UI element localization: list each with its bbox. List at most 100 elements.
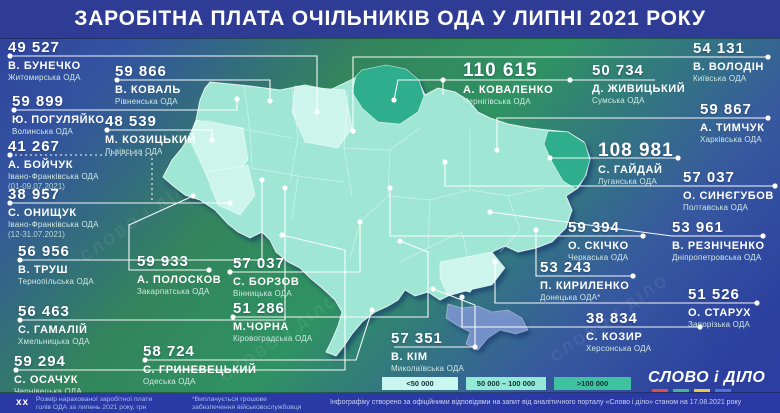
label-kyiv: 54 131 В. ВОЛОДІН Київська ОДА <box>693 40 764 83</box>
label-kharkiv: 59 867 А. ТИМЧУК Харківська ОДА <box>700 101 765 144</box>
oblast-name: Закарпатська ОДА <box>137 287 210 296</box>
date-range: (01-09.07.2021) <box>8 182 65 191</box>
oblast-borders <box>204 84 545 269</box>
salary-value: 51 286 <box>233 300 285 317</box>
salary-value: 48 539 <box>105 113 157 130</box>
head-name: П. КИРИЛЕНКО <box>540 280 630 292</box>
connector-lines <box>10 55 775 371</box>
oblast-name: Івано-Франківська ОДА <box>8 220 99 229</box>
footnote-line: голів ОДА за липень 2021 року, грн <box>36 404 147 411</box>
slovo-i-dilo-logo: СЛОВО і ДІЛО <box>648 369 776 392</box>
head-name: С. ОНИЩУК <box>8 207 77 219</box>
salary-value: 49 527 <box>8 39 60 56</box>
label-sumy: 50 734 Д. ЖИВИЦЬКИЙ Сумська ОДА <box>592 62 685 105</box>
salary-value: 59 394 <box>568 219 620 236</box>
logo-text: СЛОВО і ДІЛО <box>648 369 766 386</box>
head-name: А. ПОЛОСКОВ <box>137 274 222 286</box>
salary-value: 53 243 <box>540 259 592 276</box>
head-name: С. ГРИНЕВЕЦЬКИЙ <box>143 364 257 376</box>
head-name: В. БУНЕЧКО <box>8 60 81 72</box>
oblast-name: Черкаська ОДА <box>568 253 629 262</box>
label-lviv: 48 539 М. КОЗИЦЬКИЙ Львівська ОДА <box>105 113 196 156</box>
head-name: С. КОЗИР <box>586 331 643 343</box>
credit-line: Інфографіку створено за офіційними відпо… <box>330 399 742 406</box>
oblast-name: Чернігівська ОДА <box>463 97 531 106</box>
head-name: Д. ЖИВИЦЬКИЙ <box>592 83 686 95</box>
legend-item-50k-100k: 50 000 – 100 000 <box>466 377 546 390</box>
salary-value: 54 131 <box>693 40 745 57</box>
oblast-name: Херсонська ОДА <box>586 344 652 353</box>
page-title: ЗАРОБІТНА ПЛАТА ОЧІЛЬНИКІВ ОДА У ЛИПНІ 2… <box>74 7 706 30</box>
footnote-line: *Виплачується грошове <box>192 396 267 403</box>
oblast-name: Донецька ОДА* <box>540 293 601 302</box>
salary-value: 38 957 <box>8 186 60 203</box>
legend-item-above-100k: >100 000 <box>554 377 631 390</box>
label-ternopil: 56 956 В. ТРУШ Тернопільська ОДА <box>18 243 94 286</box>
salary-value: 57 037 <box>683 169 735 186</box>
region-kherson <box>439 251 506 297</box>
footnote-marker: хх <box>16 397 30 408</box>
label-chernivtsi: 59 294 С. ОСАЧУК Чернівецька ОДА <box>14 353 82 396</box>
region-luhansk <box>543 130 591 190</box>
head-name: С. ГАМАЛІЙ <box>18 324 88 336</box>
salary-value: 57 351 <box>391 330 443 347</box>
salary-value: 59 933 <box>137 253 189 270</box>
oblast-name: Полтавська ОДА <box>683 203 748 212</box>
salary-value: 59 294 <box>14 353 66 370</box>
salary-value: 57 037 <box>233 255 285 272</box>
head-name: М.ЧОРНА <box>233 321 289 333</box>
map-shapes <box>162 64 591 357</box>
label-zhytomyr: 49 527 В. БУНЕЧКО Житомирська ОДА <box>8 39 81 82</box>
salary-value: 108 981 <box>598 140 674 161</box>
oblast-name: Рівненська ОДА <box>115 97 178 106</box>
oblast-name: Хмельницька ОДА <box>18 337 90 346</box>
oblast-name: Запорізька ОДА <box>688 320 751 329</box>
oblast-name: Житомирська ОДА <box>8 73 81 82</box>
head-name: А. БОЙЧУК <box>8 159 74 171</box>
label-ivano-frankivsk-1: 41 267 А. БОЙЧУК Івано-Франківська ОДА (01-… <box>8 138 99 191</box>
head-name: М. КОЗИЦЬКИЙ <box>105 134 197 146</box>
head-name: С. ГАЙДАЙ <box>598 164 663 176</box>
head-name: В. КІМ <box>391 351 428 363</box>
salary-value: 41 267 <box>8 138 60 155</box>
oblast-name: Харківська ОДА <box>700 135 762 144</box>
head-name: С. ОСАЧУК <box>14 374 79 386</box>
head-name: О. СТАРУХ <box>688 307 752 319</box>
head-name: С. БОРЗОВ <box>233 276 300 288</box>
salary-value: 110 615 <box>463 60 538 81</box>
label-luhansk: 108 981 С. ГАЙДАЙ Луганська ОДА <box>598 141 674 186</box>
label-rivne: 59 866 В. КОВАЛЬ Рівненська ОДА <box>115 63 181 106</box>
head-name: В. ВОЛОДІН <box>693 61 764 73</box>
head-name: О. СКІЧКО <box>568 240 629 252</box>
salary-value: 56 463 <box>18 303 70 320</box>
salary-value: 53 961 <box>672 219 724 236</box>
oblast-name: Волинська ОДА <box>12 127 74 136</box>
salary-value: 56 956 <box>18 243 70 260</box>
oblast-name: Київська ОДА <box>693 74 747 83</box>
oblast-name: Сумська ОДА <box>592 96 645 105</box>
label-dnipropetrovsk: 53 961 В. РЕЗНІЧЕНКО Дніпропетровська ОДА <box>672 219 765 262</box>
label-kirovohrad: 51 286 М.ЧОРНА Кіровоградська ОДА <box>233 300 312 343</box>
label-khmelnytskyi: 56 463 С. ГАМАЛІЙ Хмельницька ОДА <box>18 303 90 346</box>
title-bar: ЗАРОБІТНА ПЛАТА ОЧІЛЬНИКІВ ОДА У ЛИПНІ 2… <box>0 0 780 38</box>
label-chernihiv: 110 615 А. КОВАЛЕНКО Чернігівська ОДА <box>463 61 553 106</box>
footnote-salary: Розмір нарахованої заробітної плати голі… <box>36 396 152 412</box>
logo-color-bars <box>652 389 776 392</box>
oblast-name: Миколаївська ОДА <box>391 364 465 373</box>
label-ivano-frankivsk-2: 38 957 С. ОНИЩУК Івано-Франківська ОДА (12-… <box>8 186 99 239</box>
label-donetsk: 53 243 П. КИРИЛЕНКО Донецька ОДА* <box>540 259 629 302</box>
salary-value: 51 526 <box>688 286 740 303</box>
salary-value: 58 724 <box>143 343 195 360</box>
label-volyn: 59 899 Ю. ПОГУЛЯЙКО Волинська ОДА <box>12 93 105 136</box>
connector-dots <box>7 53 778 373</box>
footnote-line: забезпечення військовослужбовця <box>192 404 302 411</box>
oblast-name: Луганська ОДА <box>598 177 657 186</box>
oblast-name: Кіровоградська ОДА <box>233 334 313 343</box>
oblast-name: Львівська ОДА <box>105 147 163 156</box>
footnote-military: *Виплачується грошове забезпечення війсь… <box>192 396 301 412</box>
oblast-name: Вінницька ОДА <box>233 289 292 298</box>
head-name: В. ТРУШ <box>18 264 69 276</box>
head-name: В. РЕЗНІЧЕНКО <box>672 240 765 252</box>
label-odesa: 58 724 С. ГРИНЕВЕЦЬКИЙ Одеська ОДА <box>143 343 257 386</box>
